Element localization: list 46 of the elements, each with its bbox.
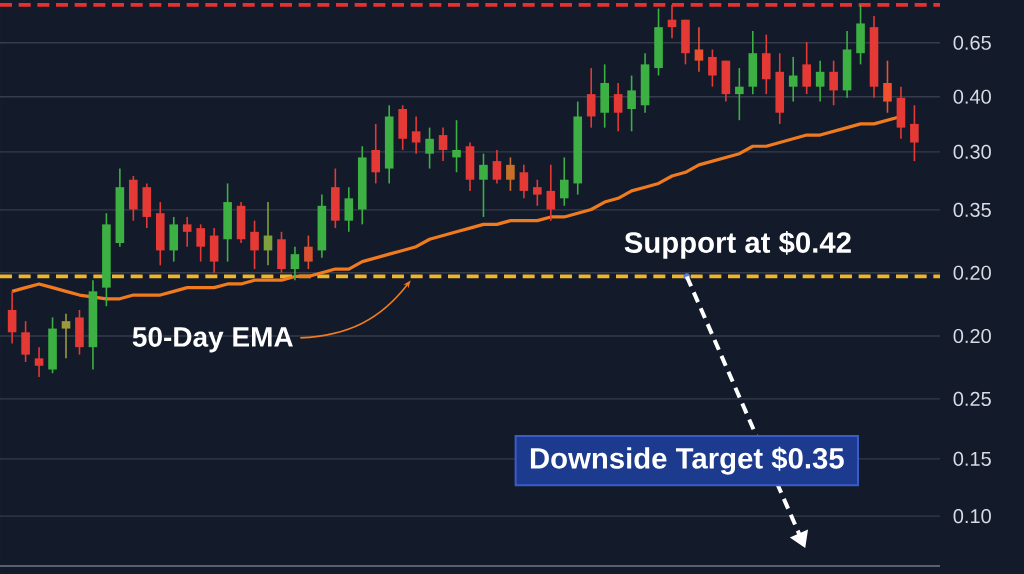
candlestick (34, 346, 44, 378)
candlestick (883, 59, 892, 114)
candlestick (627, 74, 636, 133)
text: 0.15 (953, 451, 991, 466)
text: 0.35 (953, 202, 991, 217)
candlestick (182, 216, 192, 248)
candlestick (479, 152, 488, 218)
candlestick (290, 245, 300, 281)
candlestick (411, 115, 421, 155)
candlestick (559, 156, 569, 207)
text: 0.25 (953, 391, 991, 406)
candlestick (910, 104, 919, 162)
candlestick (196, 223, 205, 263)
candlestick (304, 234, 313, 270)
candlestick (519, 164, 529, 200)
candlestick (829, 59, 838, 107)
candlestick (694, 26, 704, 73)
candlestick (61, 312, 71, 360)
candlestick (438, 126, 448, 162)
candlestick (815, 59, 825, 103)
candlestick (21, 320, 30, 363)
text: 0.20 (953, 328, 991, 344)
candlestick (425, 126, 434, 170)
candlestick (586, 67, 596, 129)
candlestick (492, 149, 502, 185)
candlestick (371, 123, 381, 185)
text: 0.10 (953, 509, 991, 524)
candlestick (546, 164, 556, 222)
candlestick (788, 56, 798, 103)
text: 0.65 (953, 35, 991, 50)
candlestick (250, 219, 259, 270)
candlestick (452, 119, 461, 174)
text: 0.20 (953, 265, 991, 280)
text: Downside Target $0.35 (530, 446, 844, 475)
series-label: 50-Day EMA (132, 327, 293, 353)
candlestick (735, 67, 744, 121)
candlestick (613, 82, 623, 133)
candlestick (533, 178, 542, 207)
candlestick (708, 48, 717, 88)
candlestick (802, 41, 811, 95)
candlestick (506, 156, 515, 192)
text: 0.30 (953, 144, 991, 159)
candlestick (344, 186, 354, 233)
ref-line-label: Support at $0.42 (624, 230, 851, 259)
candlestick (7, 290, 17, 345)
text: 0.40 (953, 89, 991, 104)
